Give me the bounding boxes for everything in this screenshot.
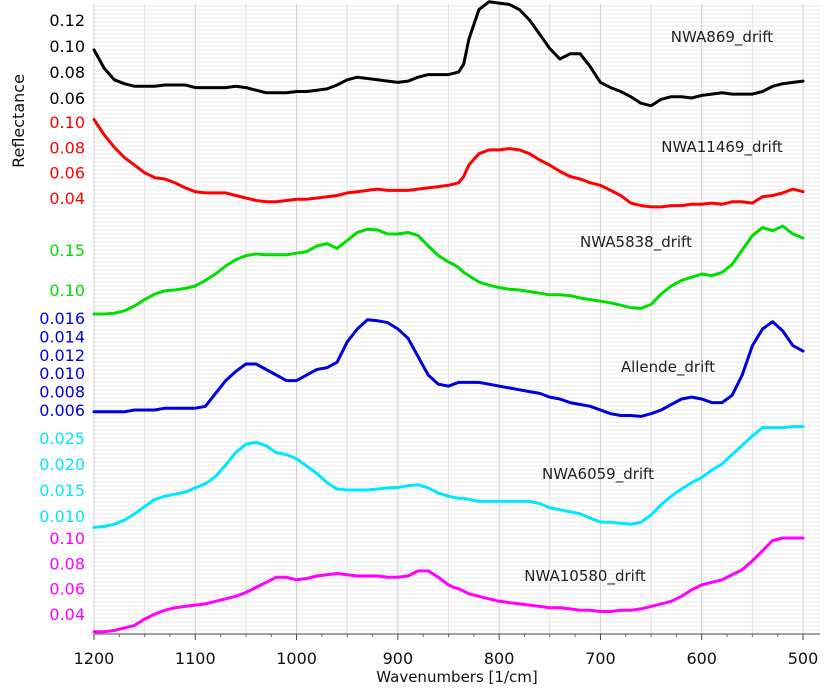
x-tick-label: 1100 (175, 649, 216, 668)
x-axis: 1200 1100 1000 900 800 700 600 500 (74, 633, 820, 668)
y-tick-label: 0.06 (49, 580, 85, 599)
trace-NWA11469_drift (92, 118, 805, 209)
trace-NWA6059_drift (92, 425, 805, 529)
y-tick-label: 0.10 (49, 529, 85, 548)
y-tick-label: 0.014 (39, 327, 85, 346)
y-tick-label: 0.08 (49, 554, 85, 573)
trace-NWA869_drift (92, 0, 805, 108)
x-tick-label: 600 (686, 649, 717, 668)
grid-layer (93, 4, 820, 635)
x-tick-label: 500 (788, 649, 819, 668)
y-tick-label: 0.008 (39, 383, 85, 402)
y-tick-label: 0.06 (49, 164, 85, 183)
y-tick-label: 0.012 (39, 346, 85, 365)
trace-Allende_drift (92, 318, 805, 418)
y-tick-label: 0.04 (49, 605, 85, 624)
y-tick-label: 0.010 (39, 507, 85, 526)
x-tick-label: 800 (484, 649, 515, 668)
x-tick-label: 900 (383, 649, 414, 668)
trace-label: NWA10580_drift (524, 567, 646, 586)
y-tick-label: 0.08 (49, 63, 85, 82)
trace-label: Allende_drift (621, 358, 715, 377)
x-tick-label: 1200 (74, 649, 115, 668)
y-tick-label: 0.020 (39, 455, 85, 474)
y-tick-label: 0.006 (39, 401, 85, 420)
x-tick-label: 1000 (276, 649, 317, 668)
traces-layer: NWA869_drift NWA11469_drift NWA5838_drift A… (92, 0, 805, 634)
y-tick-label: 0.10 (49, 113, 85, 132)
y-tick-label: 0.15 (49, 241, 85, 260)
y-axis-title: Reflectance (9, 74, 28, 168)
y-tick-label: 0.010 (39, 364, 85, 383)
trace-label: NWA869_drift (671, 28, 773, 47)
trace-NWA10580_drift (92, 536, 805, 634)
trace-label: NWA11469_drift (661, 138, 783, 157)
y-tick-label: 0.10 (49, 37, 85, 56)
y-axis-ticks: 0.06 0.08 0.10 0.12 0.04 0.06 0.08 0.10 0.10 0.15… (39, 11, 85, 624)
y-tick-label: 0.10 (49, 281, 85, 300)
y-tick-label: 0.04 (49, 189, 85, 208)
y-tick-label: 0.016 (39, 309, 85, 328)
trace-label: NWA5838_drift (580, 233, 692, 252)
trace-label: NWA6059_drift (542, 465, 654, 484)
y-tick-label: 0.08 (49, 138, 85, 157)
trace-NWA5838_drift (92, 224, 805, 316)
y-tick-label: 0.12 (49, 11, 85, 30)
y-tick-label: 0.06 (49, 89, 85, 108)
x-tick-label: 700 (585, 649, 616, 668)
x-axis-title: Wavenumbers [1/cm] (376, 668, 537, 686)
y-tick-label: 0.025 (39, 429, 85, 448)
y-tick-label: 0.015 (39, 481, 85, 500)
